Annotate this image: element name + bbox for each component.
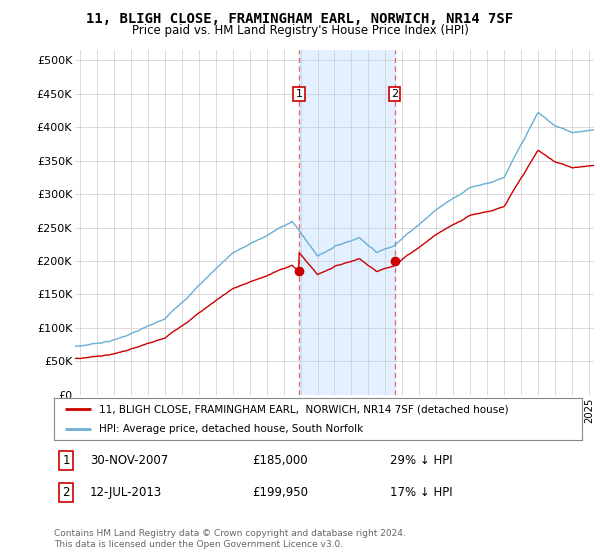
Text: £185,000: £185,000: [252, 454, 308, 467]
Text: HPI: Average price, detached house, South Norfolk: HPI: Average price, detached house, Sout…: [99, 424, 363, 433]
Text: 1: 1: [296, 89, 303, 99]
Text: 11, BLIGH CLOSE, FRAMINGHAM EARL, NORWICH, NR14 7SF: 11, BLIGH CLOSE, FRAMINGHAM EARL, NORWIC…: [86, 12, 514, 26]
Text: 11, BLIGH CLOSE, FRAMINGHAM EARL,  NORWICH, NR14 7SF (detached house): 11, BLIGH CLOSE, FRAMINGHAM EARL, NORWIC…: [99, 404, 509, 414]
Text: 1: 1: [62, 454, 70, 467]
Bar: [299, 50, 395, 395]
Text: 12-JUL-2013: 12-JUL-2013: [90, 486, 162, 500]
Text: 2: 2: [62, 486, 70, 500]
Text: 29% ↓ HPI: 29% ↓ HPI: [390, 454, 452, 467]
Text: 17% ↓ HPI: 17% ↓ HPI: [390, 486, 452, 500]
Text: Price paid vs. HM Land Registry's House Price Index (HPI): Price paid vs. HM Land Registry's House …: [131, 24, 469, 37]
Text: Contains HM Land Registry data © Crown copyright and database right 2024.
This d: Contains HM Land Registry data © Crown c…: [54, 529, 406, 549]
Text: 30-NOV-2007: 30-NOV-2007: [90, 454, 168, 467]
Text: £199,950: £199,950: [252, 486, 308, 500]
Text: 2: 2: [391, 89, 398, 99]
